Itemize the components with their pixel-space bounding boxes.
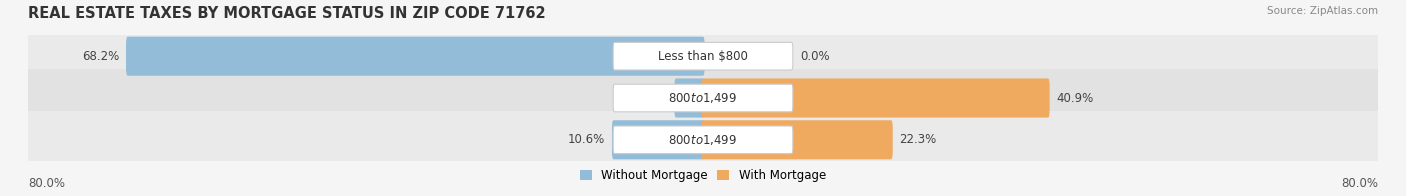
FancyBboxPatch shape bbox=[675, 78, 704, 118]
Text: REAL ESTATE TAXES BY MORTGAGE STATUS IN ZIP CODE 71762: REAL ESTATE TAXES BY MORTGAGE STATUS IN … bbox=[28, 6, 546, 21]
FancyBboxPatch shape bbox=[612, 120, 704, 159]
Legend: Without Mortgage, With Mortgage: Without Mortgage, With Mortgage bbox=[581, 169, 825, 182]
Text: Less than $800: Less than $800 bbox=[658, 50, 748, 63]
FancyBboxPatch shape bbox=[25, 69, 1381, 127]
FancyBboxPatch shape bbox=[613, 84, 793, 112]
FancyBboxPatch shape bbox=[613, 42, 793, 70]
Text: $800 to $1,499: $800 to $1,499 bbox=[668, 133, 738, 147]
FancyBboxPatch shape bbox=[613, 126, 793, 154]
FancyBboxPatch shape bbox=[127, 37, 704, 76]
Text: 10.6%: 10.6% bbox=[568, 133, 605, 146]
Text: $800 to $1,499: $800 to $1,499 bbox=[668, 91, 738, 105]
Text: 0.0%: 0.0% bbox=[800, 50, 830, 63]
Text: 68.2%: 68.2% bbox=[82, 50, 120, 63]
Text: 22.3%: 22.3% bbox=[900, 133, 936, 146]
Text: 80.0%: 80.0% bbox=[28, 177, 65, 190]
Text: 40.9%: 40.9% bbox=[1056, 92, 1094, 104]
FancyBboxPatch shape bbox=[25, 27, 1381, 85]
FancyBboxPatch shape bbox=[702, 120, 893, 159]
FancyBboxPatch shape bbox=[25, 111, 1381, 169]
FancyBboxPatch shape bbox=[702, 78, 1050, 118]
Text: Source: ZipAtlas.com: Source: ZipAtlas.com bbox=[1267, 6, 1378, 16]
Text: 80.0%: 80.0% bbox=[1341, 177, 1378, 190]
Text: 3.2%: 3.2% bbox=[638, 92, 668, 104]
